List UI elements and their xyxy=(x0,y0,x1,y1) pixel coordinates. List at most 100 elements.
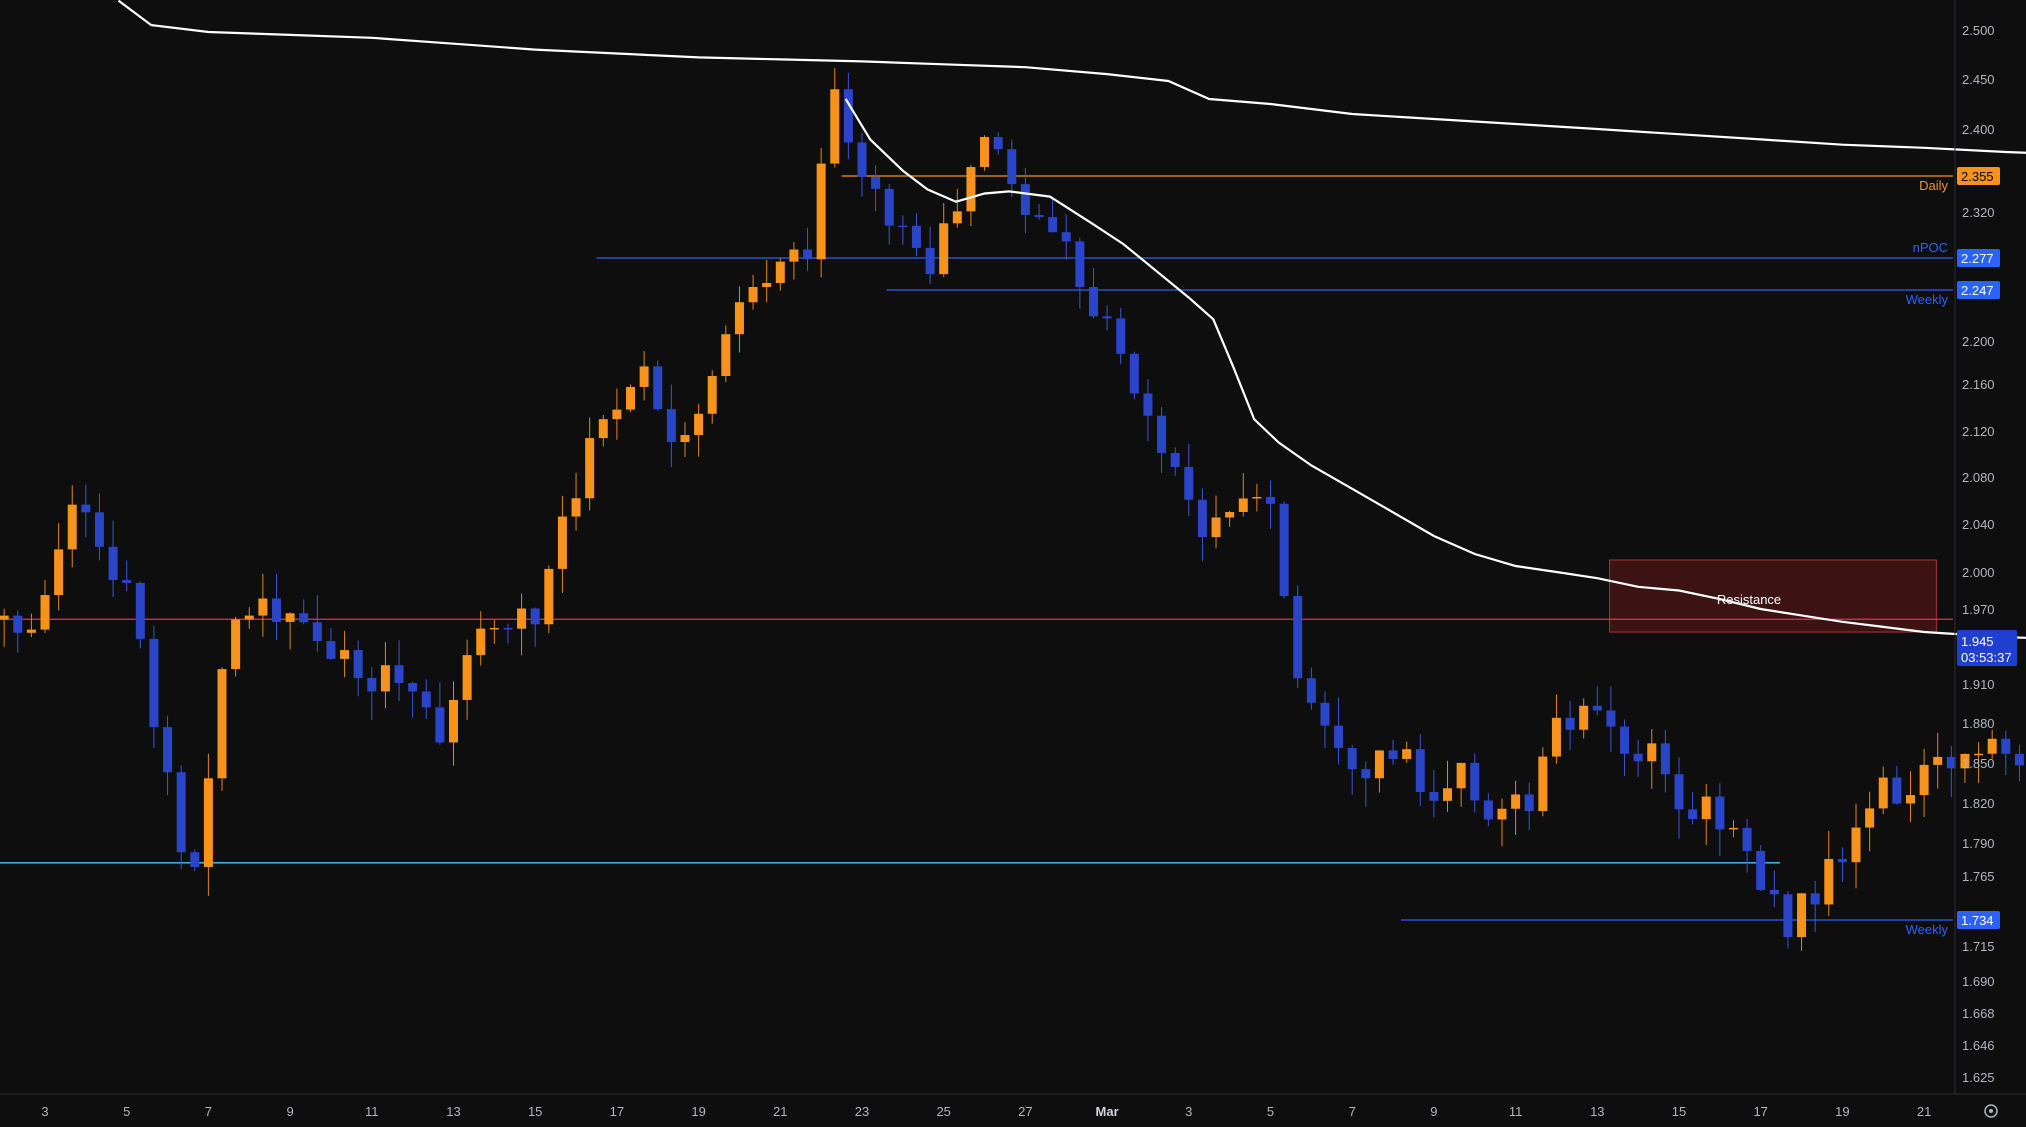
gear-icon-center xyxy=(1989,1109,1993,1113)
candle xyxy=(1728,820,1738,838)
candle-body xyxy=(1974,753,1984,756)
candle-body xyxy=(1334,725,1344,748)
candle-body xyxy=(1374,750,1384,779)
candle xyxy=(1170,447,1180,476)
daily-price-badge-text: 2.355 xyxy=(1961,169,1994,184)
candle-body xyxy=(408,682,418,692)
candle-body xyxy=(789,249,799,262)
candle xyxy=(1974,742,1984,783)
candle-body xyxy=(340,650,350,659)
candle xyxy=(1592,686,1602,716)
weekly-high-price-badge-text: 2.247 xyxy=(1961,283,1994,298)
candle-body xyxy=(1470,762,1480,801)
axis-settings-button[interactable] xyxy=(1984,1104,1998,1118)
candle xyxy=(557,495,567,593)
candle-body xyxy=(26,629,36,633)
current-price-text: 1.945 xyxy=(1961,634,1994,649)
date-tick-label: 3 xyxy=(41,1104,48,1119)
candle xyxy=(857,132,867,197)
candle xyxy=(1742,818,1752,873)
candle-body xyxy=(1960,753,1970,769)
candle xyxy=(1279,501,1289,599)
candle xyxy=(13,610,23,653)
candle xyxy=(0,608,9,647)
candle-body xyxy=(762,283,772,287)
candle-body xyxy=(666,409,676,443)
candle-body xyxy=(503,627,513,630)
level-label-daily: Daily xyxy=(1919,178,1948,193)
candle xyxy=(503,623,513,644)
candle xyxy=(176,765,186,869)
candle-body xyxy=(1824,858,1834,905)
price-tick-label: 2.400 xyxy=(1962,122,1995,137)
candle-body xyxy=(1483,800,1493,820)
candle-body xyxy=(1061,232,1071,242)
candle-body xyxy=(0,615,9,620)
candle xyxy=(1034,204,1044,220)
level-label-npoc: nPOC xyxy=(1913,240,1948,255)
candle-body xyxy=(380,665,390,692)
candle-body xyxy=(1443,788,1453,801)
candle xyxy=(408,681,418,718)
candle-body xyxy=(830,89,840,164)
candle xyxy=(598,414,608,447)
date-tick-label: 13 xyxy=(1590,1104,1604,1119)
candle xyxy=(830,68,840,168)
candle xyxy=(1688,791,1698,825)
candle xyxy=(1769,870,1779,907)
candle-body xyxy=(884,188,894,226)
candle xyxy=(326,627,336,660)
candle-body xyxy=(231,619,241,670)
price-tick-label: 2.160 xyxy=(1962,377,1995,392)
candle-body xyxy=(1742,827,1752,852)
candle-body xyxy=(1402,749,1412,759)
candle xyxy=(1511,780,1521,835)
candle xyxy=(1919,748,1929,818)
candle xyxy=(585,417,595,511)
candle-body xyxy=(2001,738,2011,754)
candle xyxy=(816,147,826,278)
date-tick-label: 3 xyxy=(1185,1104,1192,1119)
candle xyxy=(1551,694,1561,764)
candle xyxy=(1252,483,1262,512)
candle-body xyxy=(1674,774,1684,810)
candle-body xyxy=(803,249,813,260)
candle xyxy=(843,72,853,160)
indicator-lines xyxy=(117,0,2026,639)
candle xyxy=(1361,761,1371,807)
candle-body xyxy=(680,435,690,443)
price-axis[interactable]: 2.500 2.450 2.400 2.320 2.200 2.160 2.120 2.080… xyxy=(1954,0,1995,1094)
candle-body xyxy=(258,598,268,616)
candle-body xyxy=(190,852,200,867)
candle-body xyxy=(1633,753,1643,762)
candle-body xyxy=(1497,808,1507,820)
candle xyxy=(1660,729,1670,793)
candle xyxy=(1225,510,1235,527)
date-tick-label: Mar xyxy=(1096,1104,1119,1119)
candle-body xyxy=(598,419,608,439)
date-tick-label: 21 xyxy=(773,1104,787,1119)
candle-body xyxy=(67,504,77,550)
candle-body xyxy=(966,167,976,212)
candle xyxy=(1429,770,1439,818)
candle-body xyxy=(1048,217,1058,233)
candle xyxy=(1497,798,1507,847)
candle-body xyxy=(1157,415,1167,453)
candle-body xyxy=(1688,809,1698,820)
date-tick-label: 9 xyxy=(1430,1104,1437,1119)
candle xyxy=(190,849,200,871)
candle-body xyxy=(1606,710,1616,727)
date-tick-label: 21 xyxy=(1917,1104,1931,1119)
gear-icon[interactable] xyxy=(1984,1104,1998,1118)
candle xyxy=(449,681,458,766)
candle xyxy=(258,573,268,637)
candle-body xyxy=(163,727,173,773)
candle-body xyxy=(1756,851,1766,890)
candle xyxy=(122,560,132,592)
price-tick-label: 1.850 xyxy=(1962,756,1995,771)
resistance-zone: Resistance xyxy=(1609,559,1937,633)
time-axis[interactable]: 3 5 7 9 11 13 15 17 19 21 23 25 27 Mar 3 5 7 9 11 13 15 17 19 2… xyxy=(0,1093,2026,1119)
candle-body xyxy=(435,707,445,743)
candle-body xyxy=(203,778,213,867)
